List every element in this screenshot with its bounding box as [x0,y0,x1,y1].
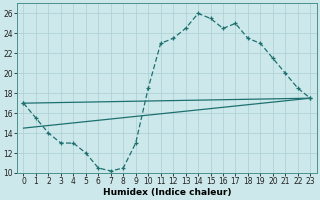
X-axis label: Humidex (Indice chaleur): Humidex (Indice chaleur) [103,188,231,197]
